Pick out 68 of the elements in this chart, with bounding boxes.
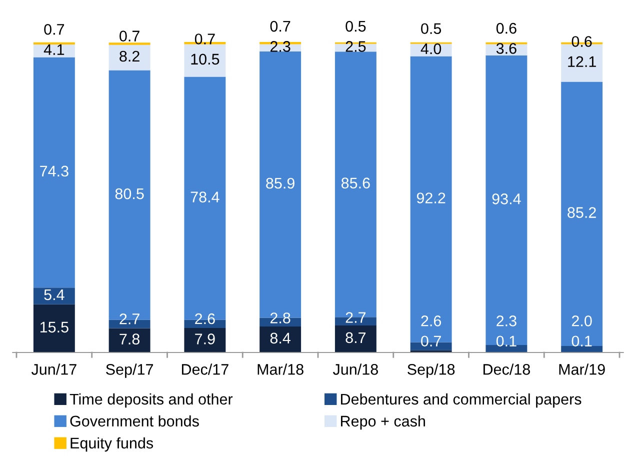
data-label: 85.2 — [568, 207, 596, 218]
data-label: 0.7 — [270, 20, 290, 32]
data-label: 0.7 — [421, 336, 441, 347]
data-label: 0.5 — [346, 20, 366, 32]
bar — [410, 44, 452, 56]
x-tick-label: Mar/18 — [258, 364, 304, 375]
data-label: 2.7 — [346, 312, 366, 323]
bar — [486, 55, 528, 346]
bar — [184, 328, 226, 352]
data-label: 78.4 — [190, 192, 220, 202]
data-label: 93.4 — [492, 194, 521, 204]
data-label: 2.3 — [270, 41, 290, 52]
data-label: 8.7 — [346, 332, 366, 344]
bar — [33, 288, 75, 304]
data-label: 3.6 — [496, 43, 516, 54]
legend-label: Government bonds — [70, 415, 199, 427]
bar — [334, 326, 376, 352]
data-label: 2.0 — [572, 316, 592, 326]
data-label: 0.5 — [421, 23, 442, 34]
bar — [486, 345, 528, 352]
data-label: 0.6 — [496, 22, 516, 34]
data-label: 2.5 — [346, 41, 366, 52]
bar — [108, 328, 150, 352]
x-tick-label: Sep/17 — [106, 364, 153, 378]
legend-label: Debentures and commercial papers — [341, 393, 582, 408]
bar — [260, 326, 302, 352]
data-label: 2.6 — [195, 313, 215, 324]
data-label: 0.1 — [572, 336, 592, 347]
x-tick-label: Dec/18 — [483, 364, 530, 375]
bar — [561, 346, 603, 352]
x-tick-label: Jun/17 — [31, 364, 76, 375]
data-label: 4.1 — [44, 44, 64, 55]
data-label: 4.0 — [420, 43, 442, 54]
data-label: 85.9 — [266, 178, 294, 189]
data-label: 5.4 — [44, 289, 64, 300]
legend-label: Time deposits and other — [70, 393, 233, 408]
data-label: 7.9 — [195, 334, 215, 344]
bar — [561, 82, 603, 346]
x-tick-label: Dec/17 — [182, 364, 228, 375]
x-tick-label: Mar/19 — [559, 364, 605, 375]
data-label: 2.3 — [496, 316, 516, 326]
data-label: 15.5 — [40, 322, 68, 333]
bar — [33, 57, 75, 288]
data-label: 8.4 — [270, 332, 290, 344]
x-tick-label: Jun/18 — [332, 364, 378, 375]
bar — [33, 42, 75, 45]
data-label: 0.1 — [496, 336, 516, 347]
legend-label: Equity funds — [70, 437, 154, 452]
bar — [486, 44, 528, 56]
data-label: 2.7 — [120, 314, 140, 324]
bar — [33, 304, 75, 352]
data-label: 0.7 — [44, 24, 64, 35]
data-label: 0.7 — [120, 30, 140, 42]
data-label: 7.8 — [120, 334, 140, 345]
data-label: 2.6 — [421, 316, 442, 326]
bar — [108, 44, 150, 70]
data-label: 10.5 — [191, 54, 220, 65]
data-label: 12.1 — [568, 56, 596, 67]
data-label: 8.2 — [120, 50, 140, 62]
x-tick-label: Sep/18 — [408, 364, 455, 378]
data-label: 2.8 — [270, 312, 290, 324]
data-label: 0.7 — [194, 34, 215, 44]
legend-label: Repo + cash — [341, 415, 425, 430]
data-label: 74.3 — [40, 166, 68, 177]
data-label: 92.2 — [416, 192, 446, 204]
bar — [184, 44, 226, 77]
data-label: 85.6 — [341, 178, 370, 188]
data-label: 80.5 — [115, 188, 144, 200]
